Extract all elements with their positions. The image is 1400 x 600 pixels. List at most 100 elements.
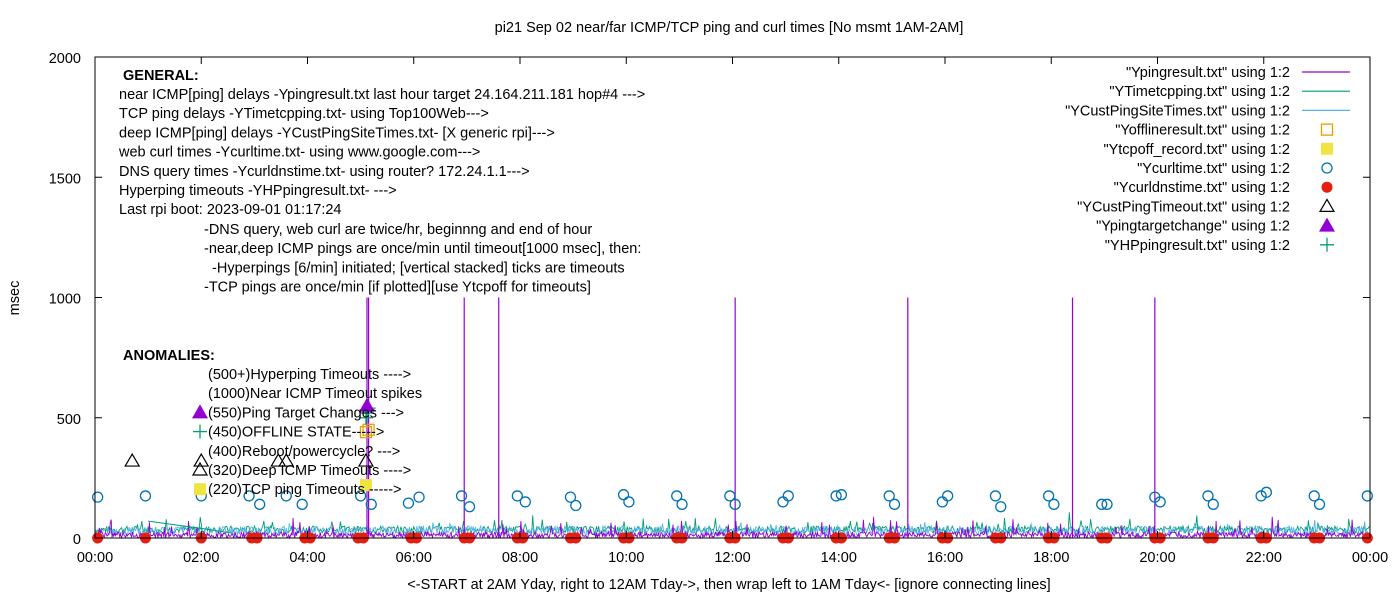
legend-entry-label: "Yofflineresult.txt" using 1:2 <box>1115 123 1290 139</box>
curl-point <box>296 498 308 510</box>
deep-timeout-point <box>270 452 287 467</box>
curl-point <box>617 489 630 501</box>
anomaly-line: (220)TCP ping Timeouts -----> <box>208 482 402 498</box>
curl-point <box>1202 490 1214 502</box>
legend-swatch-marker <box>1321 142 1333 155</box>
curl-point <box>1042 490 1055 502</box>
general-heading: GENERAL: <box>123 68 199 84</box>
x-tick-label: 00:00 <box>1352 550 1388 566</box>
legend-swatch-marker <box>1321 181 1333 193</box>
y-tick-label: 500 <box>57 412 81 428</box>
x-tick-label: 10:00 <box>608 550 644 566</box>
curl-point <box>413 491 425 503</box>
general-line: DNS query times -Ycurldnstime.txt- using… <box>119 164 530 180</box>
legend-entry-label: "Ycurldnstime.txt" using 1:2 <box>1114 180 1290 196</box>
legend-entry-label: "Ypingtargetchange" using 1:2 <box>1096 219 1290 235</box>
legend-entry-label: "YTimetcpping.txt" using 1:2 <box>1109 84 1290 100</box>
curl-point <box>782 490 794 502</box>
curl-point <box>365 498 377 510</box>
curl-point <box>729 498 741 510</box>
curl-point <box>835 489 848 501</box>
curl-point <box>511 490 523 502</box>
curl-point <box>671 490 683 502</box>
general-line: Hyperping timeouts -YHPpingresult.txt- -… <box>119 183 397 199</box>
anomaly-line: (1000)Near ICMP Timeout spikes <box>208 386 422 402</box>
legend-entry-label: "Ypingresult.txt" using 1:2 <box>1126 65 1290 81</box>
curl-point <box>1308 490 1320 502</box>
anomaly-line: (400)Reboot/powercycle? ---> <box>208 444 400 460</box>
note-line: -DNS query, web curl are twice/hr, begin… <box>204 222 592 238</box>
curl-point <box>254 498 266 510</box>
curl-point <box>1096 498 1108 510</box>
curl-point <box>883 490 895 502</box>
target-change-point <box>359 397 375 412</box>
series-tcpping-wrap-line <box>148 520 234 534</box>
curl-point <box>995 501 1007 513</box>
curl-point <box>989 490 1002 502</box>
curl-point <box>1154 496 1166 508</box>
anomalies-heading: ANOMALIES: <box>123 348 215 364</box>
y-tick-label: 1000 <box>49 292 81 308</box>
curl-point <box>1313 498 1326 510</box>
curl-point <box>936 496 948 508</box>
anomaly-marker <box>193 424 207 439</box>
anomaly-line: (550)Ping Target Changes ---> <box>208 405 404 421</box>
deep-timeout-point <box>124 452 141 467</box>
curl-point <box>463 501 476 513</box>
general-line: TCP ping delays -YTimetcpping.txt- using… <box>119 106 489 122</box>
curl-point <box>676 498 688 510</box>
x-tick-label: 20:00 <box>1139 550 1175 566</box>
x-axis-label: <-START at 2AM Yday, right to 12AM Tday-… <box>407 577 1050 593</box>
legend-swatch-marker <box>1320 123 1334 136</box>
note-line: -near,deep ICMP pings are once/min until… <box>204 241 641 257</box>
deep-timeout-point <box>278 452 295 467</box>
y-axis-label: msec <box>7 281 23 316</box>
legend-entry-label: "Ytcpoff_record.txt" using 1:2 <box>1103 142 1290 158</box>
curl-point <box>1101 498 1113 510</box>
curl-point <box>402 497 415 509</box>
anomaly-marker <box>191 461 209 476</box>
curl-point <box>92 491 104 503</box>
y-tick-label: 2000 <box>49 51 81 67</box>
curl-point <box>1207 498 1219 510</box>
general-line: deep ICMP[ping] delays -YCustPingSiteTim… <box>119 125 555 141</box>
y-tick-label: 0 <box>73 532 81 548</box>
legend-swatch-marker <box>1318 198 1336 212</box>
legend-entry-label: "YCustPingSiteTimes.txt" using 1:2 <box>1065 103 1290 119</box>
legend-entry-label: "YHPpingresult.txt" using 1:2 <box>1105 238 1290 254</box>
general-line: near ICMP[ping] delays -Ypingresult.txt … <box>119 87 645 103</box>
x-tick-label: 14:00 <box>821 550 857 566</box>
axis-layer: 0 500 1000 1500 2000 00:00 02:00 04:00 06:00 08:0… <box>49 51 1388 566</box>
legend-swatch-marker <box>1319 217 1335 232</box>
legend-entry-label: "Ycurltime.txt" using 1:2 <box>1137 161 1290 177</box>
curl-point <box>1260 486 1273 498</box>
curl-point <box>139 490 152 502</box>
tcpoff-point <box>359 479 372 492</box>
note-line: -Hyperpings [6/min] initiated; [vertical… <box>204 260 625 276</box>
curl-point <box>724 490 736 502</box>
deep-timeout-point <box>357 452 374 467</box>
legend: "Ypingresult.txt" using 1:2 "YTimetcpping… <box>1065 65 1350 254</box>
x-tick-label: 04:00 <box>289 550 325 566</box>
curl-point <box>519 496 531 508</box>
general-line: web curl times -Ycurltime.txt- using www… <box>118 145 480 161</box>
offline-point <box>359 426 373 439</box>
x-tick-label: 18:00 <box>1033 550 1069 566</box>
curl-point <box>564 491 577 503</box>
x-tick-label: 06:00 <box>396 550 432 566</box>
legend-swatch-marker <box>1321 162 1333 174</box>
curl-point <box>1048 498 1060 510</box>
anomaly-line: (450)OFFLINE STATE-----> <box>208 425 384 441</box>
legend-entry-label: "YCustPingTimeout.txt" using 1:2 <box>1077 199 1290 215</box>
curl-point <box>888 498 901 510</box>
curl-point <box>777 496 789 508</box>
anomaly-line: (320)Deep ICMP Timeouts ----> <box>208 463 411 479</box>
curl-point <box>1361 490 1373 502</box>
x-tick-label: 16:00 <box>927 550 963 566</box>
annotations: GENERAL: near ICMP[ping] delays -Ypingres… <box>118 68 645 498</box>
curl-point <box>280 490 292 502</box>
x-tick-label: 12:00 <box>714 550 750 566</box>
x-tick-label: 22:00 <box>1246 550 1282 566</box>
curl-point <box>455 490 468 502</box>
